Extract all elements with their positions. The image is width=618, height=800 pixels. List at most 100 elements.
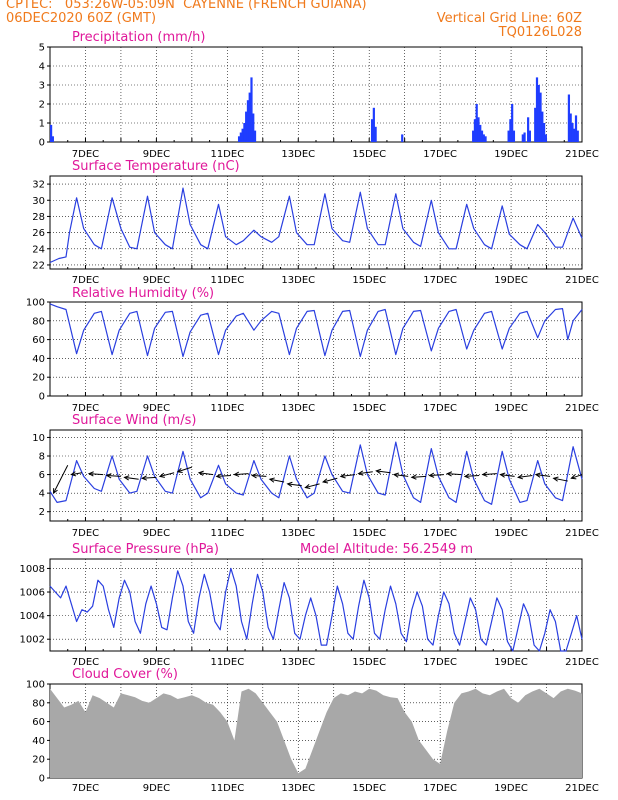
panel-4-xtick-label: 17DEC xyxy=(423,657,457,668)
precip-bar xyxy=(523,132,526,142)
panel-2-xtick-label: 21DEC xyxy=(565,403,599,414)
panel-4-xtick-label: 13DEC xyxy=(281,657,315,668)
precip-bar xyxy=(535,77,539,142)
wind-arrow-head xyxy=(304,483,311,490)
panel-4-xtick-label: 19DEC xyxy=(494,657,528,668)
panel-2-title: Relative Humidity (%) xyxy=(72,286,214,301)
series-line xyxy=(49,567,583,652)
panel-5-ytick-label: 40 xyxy=(32,736,45,747)
precip-bar xyxy=(480,130,484,142)
panel-1-frame xyxy=(49,175,583,270)
wind-arrow xyxy=(198,472,214,476)
panel-5-ytick-label: 0 xyxy=(39,774,45,785)
precip-bar xyxy=(571,123,574,142)
panel-5-xtick-label: 21DEC xyxy=(565,783,599,794)
panel-5-ytick-label: 100 xyxy=(26,680,45,691)
wind-arrow xyxy=(340,474,356,477)
panel-1-xtick-label: 15DEC xyxy=(352,275,386,286)
panel-1-xtick-label: 21DEC xyxy=(565,275,599,286)
panel-3-xtick-label: 7DEC xyxy=(72,528,99,539)
wind-arrow-head xyxy=(481,471,488,477)
precip-bar xyxy=(477,117,480,142)
panel-3-xtick-label: 9DEC xyxy=(143,528,170,539)
panel-0-xtick-label: 21DEC xyxy=(565,149,599,160)
precip-bar xyxy=(539,92,542,142)
wind-arrow-head xyxy=(517,474,524,480)
panel-2-ytick-label: 60 xyxy=(32,335,45,346)
panel-5-ytick-label: 20 xyxy=(32,755,45,766)
precip-bar xyxy=(479,124,482,142)
wind-arrow-head xyxy=(251,473,257,479)
wind-arrow-head xyxy=(534,472,541,478)
wind-arrow-head xyxy=(339,473,346,479)
series-line xyxy=(49,303,583,358)
wind-arrow xyxy=(500,474,515,477)
wind-arrow-head xyxy=(233,471,240,477)
panel-0-ytick-label: 5 xyxy=(39,43,45,54)
panel-0-xtick-label: 19DEC xyxy=(494,149,528,160)
panel-4-ytick-label: 1002 xyxy=(20,635,45,646)
wind-arrow xyxy=(71,472,83,476)
precip-bar xyxy=(473,119,477,142)
panel-5-xtick-label: 15DEC xyxy=(352,783,386,794)
wind-arrow xyxy=(429,474,444,476)
header-left-line1: CPTEC: 053:26W-05:09N CAYENNE (FRENCH GU… xyxy=(6,0,367,12)
precip-bar xyxy=(534,107,537,142)
wind-arrow-head xyxy=(375,468,382,475)
panel-5-xtick-label: 17DEC xyxy=(423,783,457,794)
precip-bar xyxy=(544,134,547,142)
panel-0-ytick-label: 4 xyxy=(39,62,45,73)
precip-bar xyxy=(241,128,244,142)
wind-arrow xyxy=(216,475,231,477)
precip-bar xyxy=(482,134,485,142)
panel-1-xtick-label: 13DEC xyxy=(281,275,315,286)
panel-4-annotation: Model Altitude: 56.2549 m xyxy=(300,542,473,557)
wind-arrow-head xyxy=(141,475,148,481)
panel-0-xtick-label: 13DEC xyxy=(281,149,315,160)
panel-2-xtick-label: 7DEC xyxy=(72,403,99,414)
panel-5-xtick-label: 11DEC xyxy=(210,783,244,794)
precip-bar xyxy=(537,85,540,142)
precip-bar xyxy=(475,104,478,142)
wind-arrow xyxy=(464,475,480,477)
precip-bar xyxy=(374,126,377,142)
wind-arrow-head xyxy=(286,481,293,488)
wind-arrow-head xyxy=(552,476,559,482)
panel-4-ytick-label: 1008 xyxy=(20,564,45,575)
panel-3-xtick-label: 13DEC xyxy=(281,528,315,539)
panel-0-ytick-label: 2 xyxy=(39,100,45,111)
precip-bar xyxy=(512,130,516,142)
panel-0-xtick-label: 17DEC xyxy=(423,149,457,160)
panel-1-ytick-label: 30 xyxy=(32,196,45,207)
panel-3-title: Surface Wind (m/s) xyxy=(72,413,196,428)
panel-2-ytick-label: 20 xyxy=(32,373,45,384)
panel-4-title: Surface Pressure (hPa) xyxy=(72,542,219,557)
panel-0-frame xyxy=(49,46,583,143)
panel-0-ytick-label: 3 xyxy=(39,81,45,92)
panel-2-ytick-label: 0 xyxy=(39,392,45,403)
wind-arrow-head xyxy=(392,472,399,478)
precip-bar xyxy=(253,130,257,142)
panel-3-xtick-label: 17DEC xyxy=(423,528,457,539)
wind-arrow xyxy=(252,475,267,477)
panel-2-xtick-label: 11DEC xyxy=(210,403,244,414)
series-line xyxy=(49,187,583,264)
panel-1-xtick-label: 9DEC xyxy=(143,275,170,286)
wind-arrow-head xyxy=(268,477,275,483)
precip-bar xyxy=(484,136,487,142)
panel-3-xtick-label: 15DEC xyxy=(352,528,386,539)
precip-bar xyxy=(541,111,544,142)
precip-bar xyxy=(237,136,241,142)
panel-3-ytick-label: 10 xyxy=(32,433,45,444)
wind-arrow xyxy=(88,473,104,476)
header-left-line2: 06DEC2020 60Z (GMT) xyxy=(6,11,157,26)
panel-4-ytick-label: 1004 xyxy=(20,611,45,622)
precip-bar xyxy=(246,100,250,142)
panel-3-ytick-label: 4 xyxy=(39,489,45,500)
wind-arrow-head xyxy=(158,472,165,478)
wind-arrow xyxy=(571,474,583,479)
wind-arrow xyxy=(53,465,69,494)
panel-4-ytick-label: 1006 xyxy=(20,588,45,599)
precip-bar xyxy=(472,130,475,142)
series-line xyxy=(49,441,583,505)
